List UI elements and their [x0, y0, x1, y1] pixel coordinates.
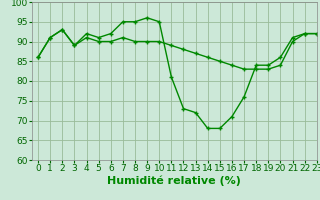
X-axis label: Humidité relative (%): Humidité relative (%) — [108, 176, 241, 186]
